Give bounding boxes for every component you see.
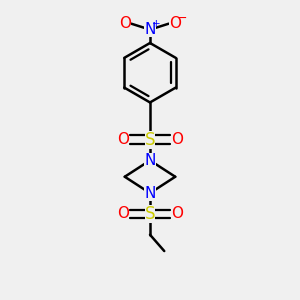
Text: O: O [117, 132, 129, 147]
Text: O: O [171, 206, 183, 221]
Text: N: N [144, 153, 156, 168]
Text: O: O [169, 16, 181, 31]
Text: S: S [145, 130, 155, 148]
Text: O: O [119, 16, 131, 31]
Text: +: + [152, 19, 161, 29]
Text: S: S [145, 205, 155, 223]
Text: N: N [144, 22, 156, 37]
Text: −: − [177, 12, 187, 25]
Text: N: N [144, 186, 156, 201]
Text: O: O [117, 206, 129, 221]
Text: O: O [171, 132, 183, 147]
